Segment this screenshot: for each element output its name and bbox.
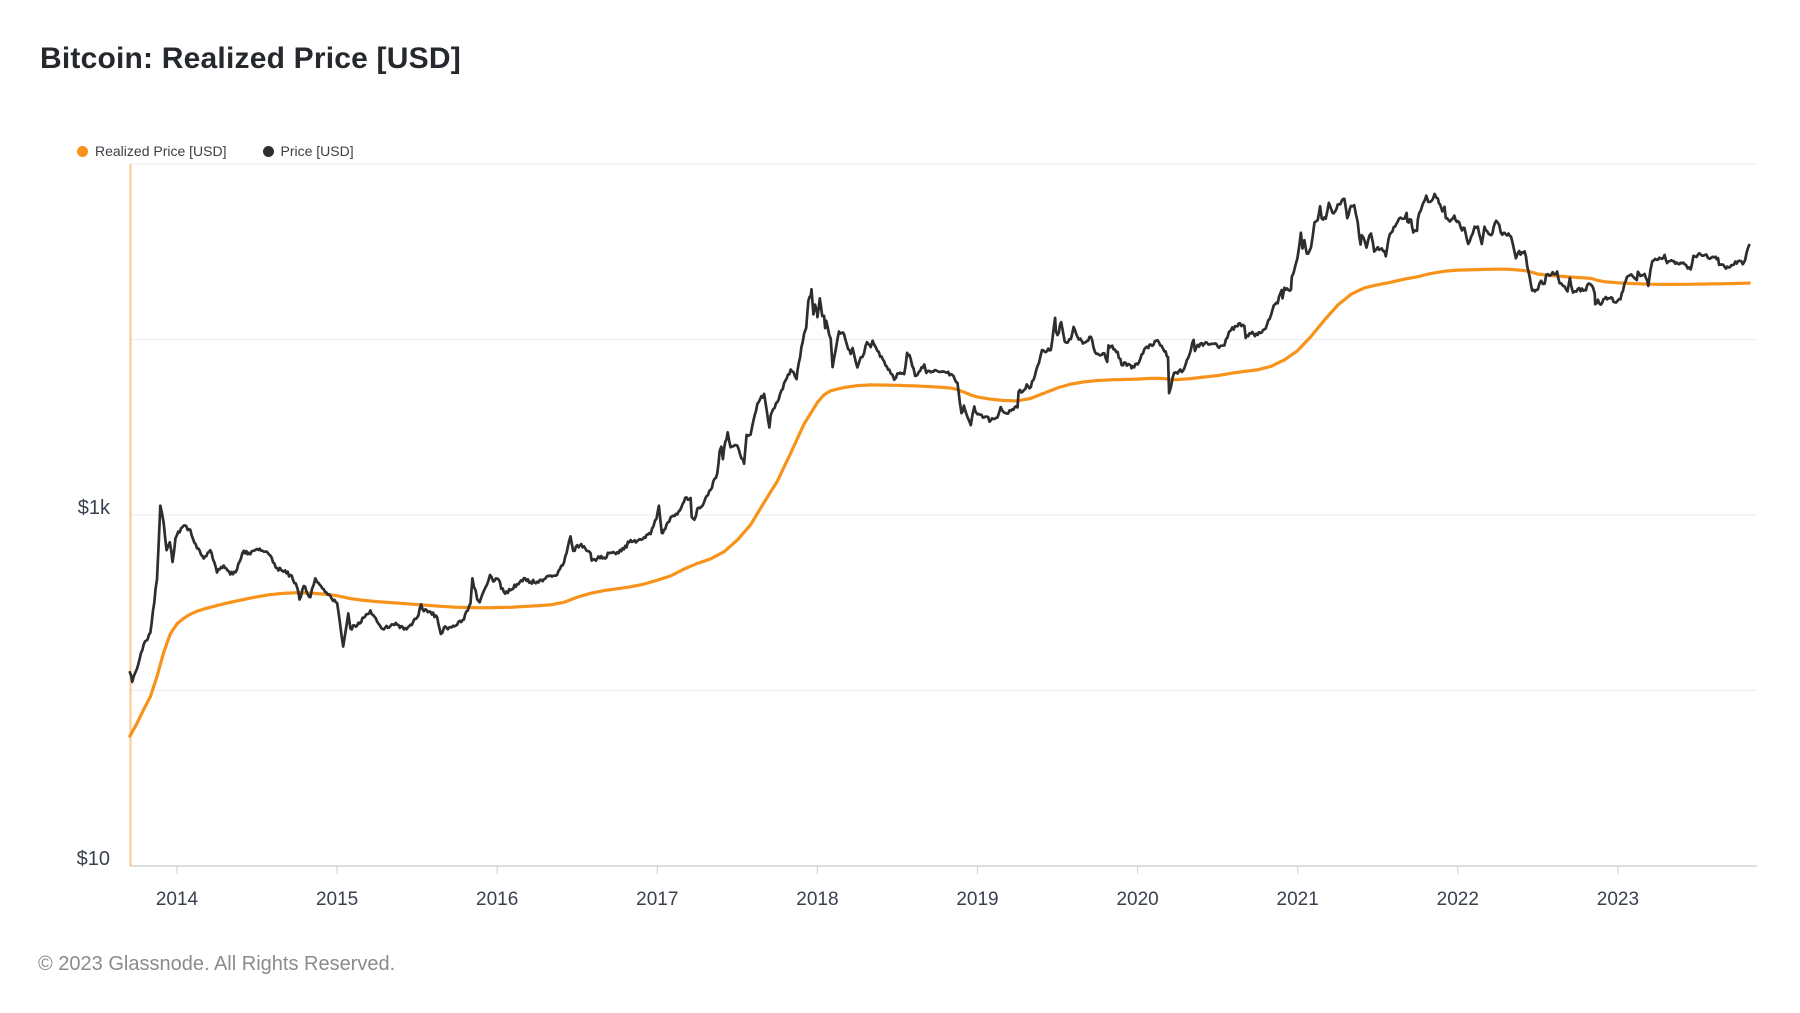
- x-tick-label-2021: 2021: [1277, 889, 1319, 910]
- legend-item-price[interactable]: Price [USD]: [262, 143, 354, 159]
- x-tick-label-2017: 2017: [636, 889, 678, 910]
- copyright-footer: © 2023 Glassnode. All Rights Reserved.: [38, 953, 396, 975]
- x-tick-label-2023: 2023: [1597, 889, 1639, 910]
- x-tick-label-2019: 2019: [956, 889, 998, 910]
- price-line: [128, 192, 1751, 684]
- page-title: Bitcoin: Realized Price [USD]: [40, 42, 461, 75]
- x-tick-label-2016: 2016: [476, 889, 518, 910]
- x-tick-label-2020: 2020: [1116, 889, 1158, 910]
- y-tick-label-1k: $1k: [78, 497, 111, 519]
- x-tick-label-2014: 2014: [156, 889, 199, 910]
- legend-label-price: Price [USD]: [280, 143, 354, 159]
- realized-price-line: [128, 267, 1751, 738]
- x-tick-label-2022: 2022: [1437, 889, 1479, 910]
- x-tick-label-2018: 2018: [796, 889, 838, 910]
- legend-label-realized-price: Realized Price [USD]: [95, 143, 227, 159]
- price-dot-icon: [262, 145, 274, 157]
- y-tick-label-10: $10: [77, 848, 110, 870]
- legend-item-realized-price[interactable]: Realized Price [USD]: [77, 143, 227, 159]
- realized-price-dot-icon: [77, 145, 88, 157]
- x-tick-label-2015: 2015: [316, 889, 358, 910]
- chart-legend: Realized Price [USD] Price [USD]: [77, 143, 390, 159]
